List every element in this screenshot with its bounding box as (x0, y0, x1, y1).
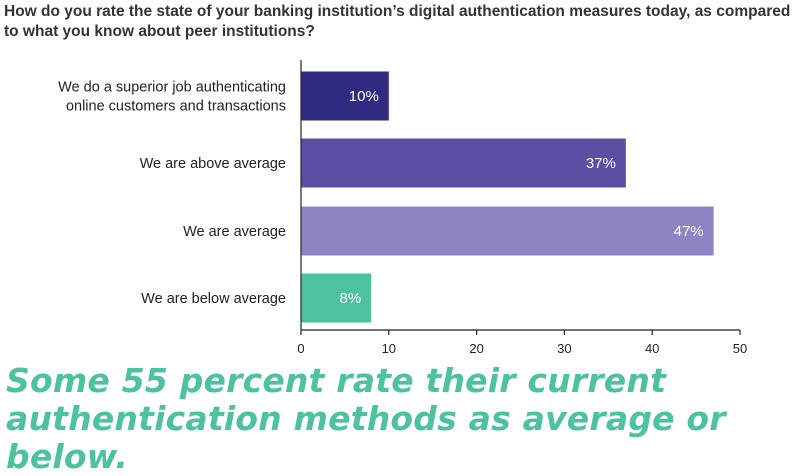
category-label-0-line-0: We do a superior job authenticating (58, 80, 286, 96)
bar-value-label-2: 47% (674, 223, 704, 240)
x-tick-label-0: 0 (297, 341, 304, 356)
bar-1 (301, 138, 626, 188)
bar-value-label-0: 10% (349, 88, 379, 105)
x-tick-label-2: 20 (469, 341, 483, 356)
bar-value-label-3: 8% (340, 290, 362, 307)
category-label-3: We are below average (141, 291, 286, 307)
chart-question-title: How do you rate the state of your bankin… (4, 3, 791, 40)
takeaway-text: Some 55 percent rate their current authe… (6, 361, 726, 476)
category-label-1: We are above average (140, 156, 286, 172)
bar-2 (301, 206, 714, 256)
x-tick-label-3: 30 (557, 341, 571, 356)
bar-0 (301, 71, 389, 121)
bar-3 (301, 273, 372, 323)
x-tick-label-1: 10 (382, 341, 396, 356)
x-tick-label-5: 50 (733, 341, 747, 356)
bar-value-label-1: 37% (586, 155, 616, 172)
category-label-0-line-1: online customers and transactions (66, 99, 286, 115)
category-label-2: We are average (183, 224, 286, 240)
x-tick-label-4: 40 (645, 341, 659, 356)
